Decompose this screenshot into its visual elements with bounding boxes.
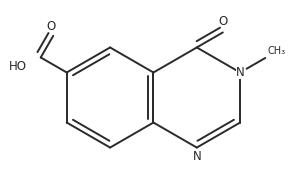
Text: O: O xyxy=(218,15,227,28)
Text: N: N xyxy=(192,150,201,163)
Text: N: N xyxy=(236,66,244,79)
Text: CH₃: CH₃ xyxy=(267,46,285,56)
Text: O: O xyxy=(47,20,56,33)
Text: HO: HO xyxy=(9,60,27,73)
